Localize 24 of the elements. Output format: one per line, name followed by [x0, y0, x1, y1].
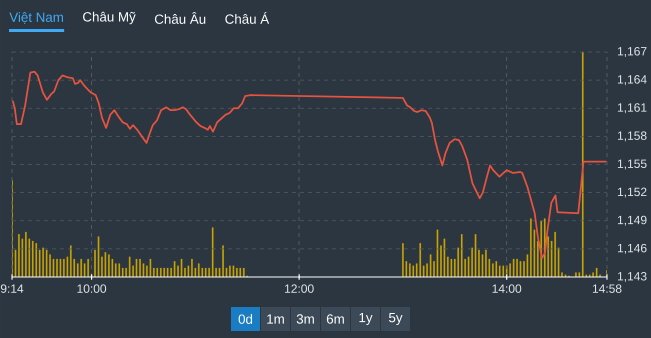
y-tick-label: 1,146: [618, 244, 647, 254]
text: 5y: [388, 313, 403, 325]
text: Châu Mỹ: [83, 12, 136, 24]
x-tick-label: 14:00: [492, 284, 522, 293]
x-tick-label: 9:14: [0, 284, 24, 293]
x-tick-label: 10:00: [77, 284, 106, 293]
x-tick-label: 12:00: [285, 284, 314, 293]
text: Việt Nam: [9, 12, 63, 24]
text: 6m: [326, 314, 344, 324]
x-tick-label: 14:58: [592, 284, 622, 293]
y-tick-label: 1,143: [618, 272, 647, 282]
y-tick-label: 1,152: [618, 188, 646, 198]
y-tick-label: 1,164: [618, 75, 647, 86]
y-tick-label: 1,158: [618, 131, 647, 142]
y-tick-label: 1,149: [618, 216, 646, 226]
text: 3m: [296, 314, 314, 324]
y-tick-label: 1,167: [618, 47, 646, 57]
text: 1m: [267, 314, 284, 324]
text: Châu Âu: [154, 12, 206, 24]
text: 1y: [359, 313, 373, 325]
text: Châu Á: [225, 12, 270, 24]
y-tick-label: 1,161: [618, 103, 646, 114]
text: 0d: [238, 314, 252, 324]
y-tick-label: 1,155: [618, 160, 647, 170]
